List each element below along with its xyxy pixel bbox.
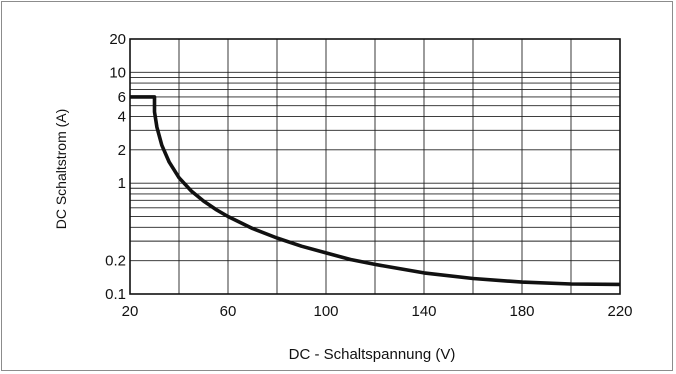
x-tick-label: 60 <box>220 303 237 320</box>
y-tick-label: 6 <box>118 89 126 106</box>
y-tick-label: 4 <box>118 108 126 125</box>
y-tick-label: 2 <box>118 142 126 159</box>
series-line <box>130 95 621 287</box>
tick-labels: 0.1 0.2 1 2 4 6 10 20 20 60 100 140 180 220 <box>105 31 632 320</box>
series-layer <box>130 95 621 287</box>
x-tick-label: 100 <box>313 303 338 320</box>
grid <box>129 38 621 295</box>
y-tick-label: 0.1 <box>105 286 126 303</box>
y-tick-label: 20 <box>109 31 126 48</box>
y-tick-label: 1 <box>118 175 126 192</box>
x-tick-label: 220 <box>607 303 632 320</box>
x-tick-label: 20 <box>122 303 139 320</box>
x-tick-label: 180 <box>509 303 534 320</box>
y-axis-label: DC Schaltstrom (A) <box>53 109 69 230</box>
y-tick-label: 10 <box>109 64 126 81</box>
plot-border <box>129 38 621 295</box>
x-axis-label: DC - Schaltspannung (V) <box>289 346 456 363</box>
y-tick-label: 0.2 <box>105 253 126 270</box>
plot-area <box>129 38 621 295</box>
x-tick-label: 140 <box>411 303 436 320</box>
